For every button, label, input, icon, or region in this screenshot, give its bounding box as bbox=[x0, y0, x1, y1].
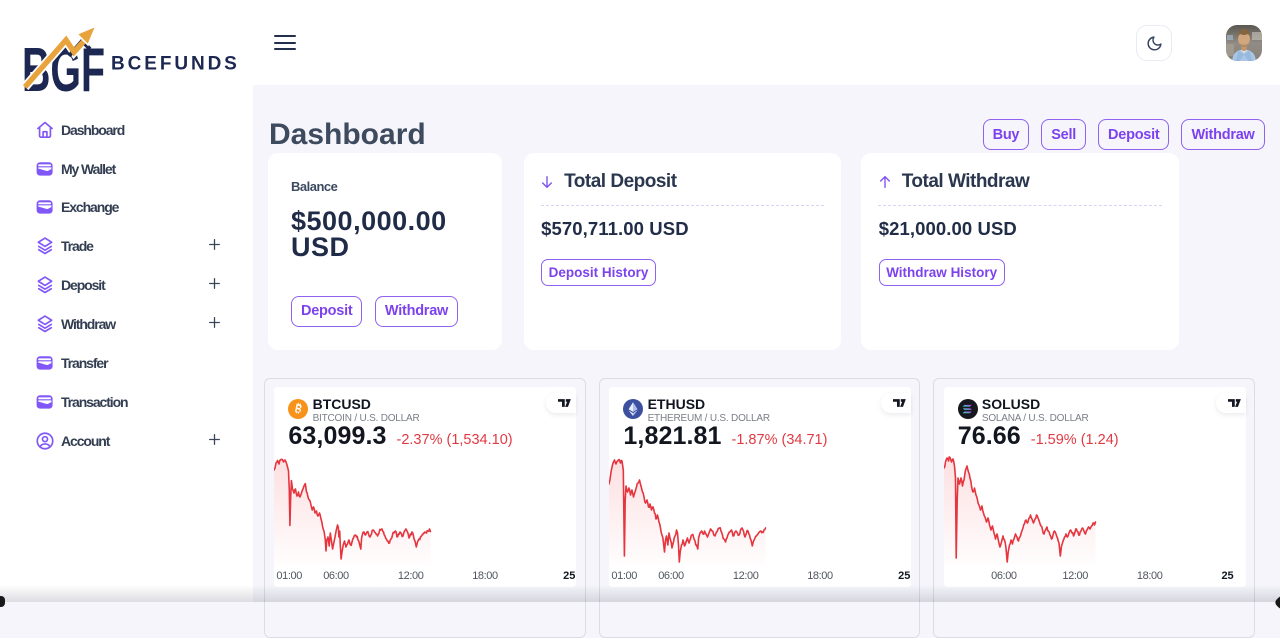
svg-text:BCEFUNDS: BCEFUNDS bbox=[111, 54, 240, 75]
